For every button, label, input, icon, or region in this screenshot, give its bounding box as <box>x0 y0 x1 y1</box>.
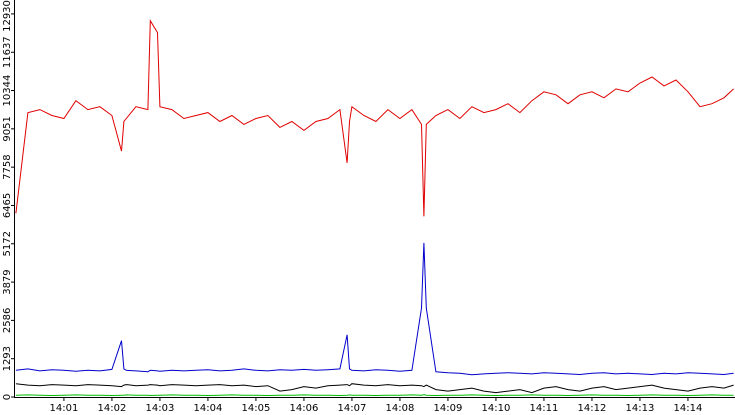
x-tick-label: 14:06 <box>290 403 319 414</box>
y-tick-label: 1293 <box>2 346 13 371</box>
y-tick-label: 7758 <box>2 154 13 179</box>
x-tick-label: 14:12 <box>578 403 607 414</box>
x-tick-label: 14:11 <box>530 403 559 414</box>
series-line <box>15 18 734 217</box>
y-tick-label: 0 <box>2 394 13 400</box>
y-tick-label: 2586 <box>2 308 13 333</box>
y-tick-label: 11637 <box>2 36 13 68</box>
y-tick-label: 9051 <box>2 116 13 141</box>
series-line <box>15 383 734 394</box>
y-tick-label: 3879 <box>2 269 13 294</box>
x-tick-label: 14:04 <box>194 403 223 414</box>
x-tick-label: 14:02 <box>98 403 127 414</box>
x-tick-label: 14:08 <box>386 403 415 414</box>
y-tick-label: 10344 <box>2 75 13 107</box>
series-line <box>15 394 734 397</box>
x-tick-label: 14:05 <box>242 403 271 414</box>
y-tick-label: 5172 <box>2 231 13 256</box>
y-tick-label: 6465 <box>2 193 13 218</box>
x-tick-label: 14:10 <box>482 403 511 414</box>
series-line <box>15 242 734 376</box>
x-tick-label: 14:07 <box>338 403 367 414</box>
x-tick-label: 14:01 <box>50 403 79 414</box>
x-tick-label: 14:09 <box>434 403 463 414</box>
x-tick-label: 14:14 <box>674 403 703 414</box>
x-tick-label: 14:13 <box>626 403 655 414</box>
x-tick-label: 14:03 <box>146 403 175 414</box>
y-tick-label: 12930 <box>2 0 13 32</box>
